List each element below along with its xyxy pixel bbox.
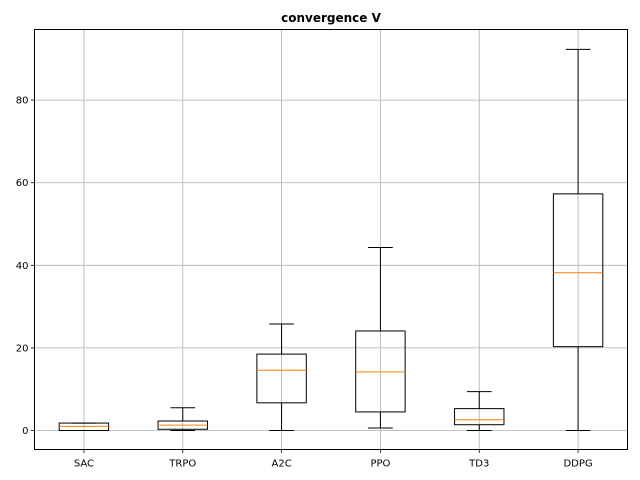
plot-area-frame [34, 29, 628, 450]
y-tick-label: 40 [16, 261, 29, 272]
x-tick-label: DDPG [563, 459, 592, 470]
box-ddpg [552, 48, 604, 432]
box-a2c [256, 323, 307, 432]
x-tick-label: A2C [271, 459, 291, 470]
box-td3 [454, 391, 505, 432]
grid-lines [34, 29, 628, 450]
y-tick-label: 60 [16, 178, 29, 189]
box-series [58, 48, 604, 432]
axes: 0 20 40 60 80 SAC TRPO A2C PPO TD3 DDPG [16, 96, 593, 470]
box-ppo [355, 247, 406, 429]
x-tick-label: TRPO [168, 459, 196, 470]
iqr-box [552, 193, 604, 348]
x-tick-label: PPO [370, 459, 390, 470]
box-trpo [157, 407, 208, 432]
y-tick-label: 80 [16, 96, 29, 107]
x-tick-label: SAC [74, 459, 94, 470]
iqr-box [454, 408, 505, 426]
chart-title: convergence V [281, 11, 381, 25]
iqr-box [256, 353, 307, 404]
y-tick-label: 20 [16, 343, 29, 354]
box-sac [58, 422, 110, 432]
x-tick-label: TD3 [468, 459, 489, 470]
y-tick-label: 0 [22, 426, 28, 437]
